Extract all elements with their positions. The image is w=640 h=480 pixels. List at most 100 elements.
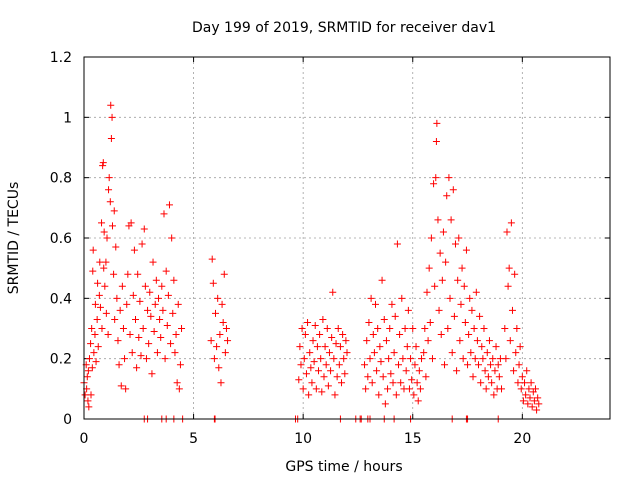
data-point <box>436 249 444 257</box>
data-point <box>329 288 337 296</box>
data-point <box>366 355 374 363</box>
data-point <box>171 349 179 357</box>
data-point <box>92 358 100 366</box>
data-point <box>439 228 447 236</box>
data-point <box>411 361 419 369</box>
data-point <box>328 334 336 342</box>
data-point <box>445 174 453 182</box>
data-point <box>308 379 316 387</box>
data-point <box>297 361 305 369</box>
y-tick-label: 0.8 <box>50 171 72 187</box>
data-point <box>151 300 159 308</box>
data-point <box>104 331 112 339</box>
data-point <box>115 361 123 369</box>
data-point <box>519 397 527 405</box>
data-point <box>162 267 170 275</box>
data-point <box>91 331 99 339</box>
data-point <box>443 192 451 200</box>
data-point <box>431 282 439 290</box>
data-point <box>424 337 432 345</box>
data-point <box>510 367 518 375</box>
data-point <box>172 331 180 339</box>
data-point <box>413 379 421 387</box>
data-point <box>133 364 141 372</box>
data-point <box>161 355 169 363</box>
data-point <box>159 306 167 314</box>
data-point <box>523 367 531 375</box>
data-point <box>472 288 480 296</box>
data-point <box>399 355 407 363</box>
data-point <box>459 355 467 363</box>
data-point <box>381 400 389 408</box>
data-point <box>505 264 513 272</box>
data-point <box>116 306 124 314</box>
data-point <box>218 300 226 308</box>
data-point <box>336 343 344 351</box>
data-point <box>393 240 401 248</box>
data-point <box>130 246 138 254</box>
data-point <box>139 325 147 332</box>
data-point <box>423 288 431 296</box>
data-point <box>215 364 223 372</box>
data-point <box>88 364 96 372</box>
data-point <box>388 300 396 308</box>
data-point <box>369 331 377 339</box>
data-point <box>480 325 488 332</box>
plot-frame <box>83 56 611 420</box>
data-point <box>108 222 116 230</box>
data-point <box>374 325 382 332</box>
data-point <box>465 331 473 339</box>
data-point <box>341 370 349 378</box>
data-point <box>397 379 405 387</box>
data-point <box>405 385 413 393</box>
data-point <box>110 207 118 215</box>
data-point <box>481 367 489 375</box>
data-point <box>332 340 340 348</box>
data-point <box>89 246 97 254</box>
data-point <box>320 373 328 381</box>
data-point <box>422 373 430 381</box>
data-point <box>364 373 372 381</box>
data-point <box>95 291 103 299</box>
data-point <box>334 325 342 332</box>
data-point <box>306 349 314 357</box>
data-point <box>489 355 497 363</box>
data-point <box>126 331 134 339</box>
data-point <box>101 282 109 290</box>
data-point <box>414 397 422 405</box>
data-point <box>501 325 509 332</box>
data-point <box>371 300 379 308</box>
data-point <box>470 325 478 332</box>
data-point <box>395 361 403 369</box>
data-point <box>138 240 146 248</box>
data-point <box>111 315 119 323</box>
data-point <box>152 276 160 284</box>
x-axis-label: GPS time / hours <box>285 459 402 475</box>
data-point <box>467 349 475 357</box>
data-point <box>316 331 324 339</box>
data-point <box>81 391 89 399</box>
data-point <box>333 373 341 381</box>
chart-title: Day 199 of 2019, SRMTID for receiver dav… <box>192 20 496 36</box>
data-point <box>124 270 132 278</box>
data-point <box>89 267 97 275</box>
data-point <box>175 385 183 393</box>
data-point <box>535 400 543 408</box>
data-point <box>475 361 482 369</box>
data-point <box>330 355 338 363</box>
data-point <box>386 325 394 332</box>
data-point <box>102 309 110 317</box>
data-point <box>312 385 320 393</box>
data-point <box>100 264 108 272</box>
data-point <box>534 394 542 402</box>
data-point <box>87 391 95 399</box>
data-point <box>451 240 459 248</box>
data-point <box>471 355 479 363</box>
data-point <box>217 379 225 387</box>
data-point <box>129 291 137 299</box>
data-point <box>444 325 452 332</box>
y-tick-label: 0.2 <box>50 352 72 368</box>
data-point <box>426 318 434 326</box>
data-point <box>207 337 215 345</box>
